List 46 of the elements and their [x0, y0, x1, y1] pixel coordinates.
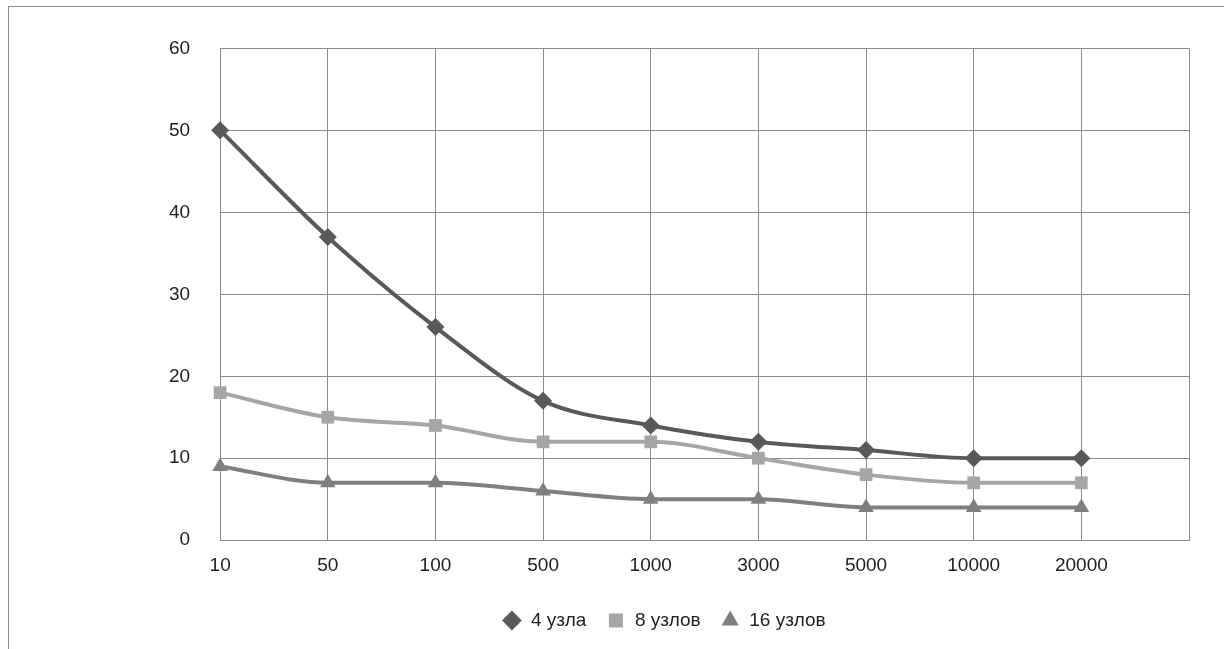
x-tick-label: 100 — [419, 553, 452, 575]
point — [1074, 476, 1088, 490]
y-tick-label: 0 — [179, 528, 191, 550]
legend-label: 4 узла — [530, 608, 587, 630]
x-tick-label: 50 — [317, 553, 339, 575]
point — [1072, 449, 1091, 468]
point — [319, 473, 336, 488]
point — [859, 468, 873, 481]
x-tick-label: 3000 — [737, 553, 780, 575]
y-tick-label: 40 — [168, 200, 191, 222]
point — [321, 410, 335, 424]
point — [536, 435, 550, 449]
point — [318, 227, 337, 246]
x-tick-label: 5000 — [844, 553, 888, 575]
point — [642, 490, 659, 504]
point — [964, 449, 983, 468]
y-tick-label: 30 — [168, 282, 191, 304]
legend-label: 8 узлов — [634, 608, 701, 630]
point — [212, 457, 228, 471]
point — [967, 476, 981, 490]
legend-label: 16 узлов — [749, 608, 826, 630]
point — [534, 391, 553, 410]
point — [427, 473, 444, 488]
y-tick-label: 10 — [168, 446, 191, 468]
point — [211, 121, 230, 140]
y-tick-label: 60 — [168, 36, 191, 58]
x-tick-label: 20000 — [1054, 553, 1108, 575]
point — [213, 386, 227, 400]
point — [535, 482, 551, 496]
point — [750, 490, 767, 504]
point — [857, 441, 876, 460]
point — [965, 498, 982, 512]
point — [429, 419, 442, 432]
point — [641, 416, 660, 435]
x-tick-label: 10000 — [947, 553, 1001, 575]
point — [644, 435, 658, 449]
point — [858, 498, 874, 512]
x-tick-label: 1000 — [629, 553, 672, 575]
x-tick-label: 500 — [527, 553, 559, 575]
point — [749, 432, 768, 451]
y-tick-label: 50 — [168, 118, 191, 140]
y-tick-label: 20 — [168, 364, 191, 386]
point — [426, 318, 445, 337]
point — [752, 451, 765, 465]
x-tick-label: 10 — [209, 553, 231, 575]
point — [1073, 498, 1090, 512]
